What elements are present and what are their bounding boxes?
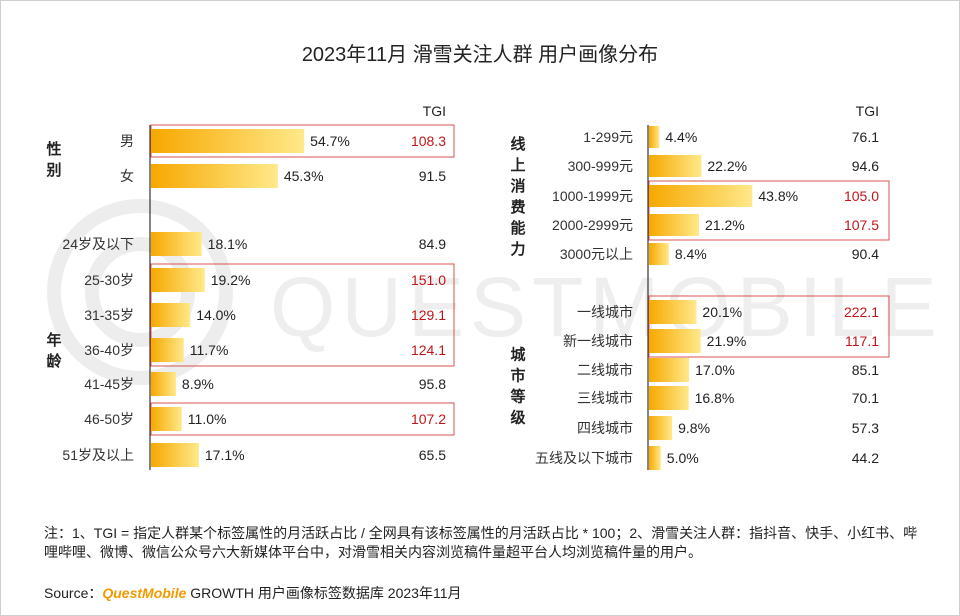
- bar: [151, 372, 176, 396]
- highlight-box: [648, 295, 890, 358]
- category-label: 3000元以上: [560, 246, 633, 262]
- value-label: 43.8%: [758, 188, 798, 204]
- bar: [649, 386, 689, 410]
- category-label: 24岁及以下: [62, 236, 134, 252]
- category-label: 二线城市: [577, 362, 633, 378]
- source-brand: QuestMobile: [102, 585, 187, 601]
- tgi-value: 84.9: [419, 236, 446, 252]
- tgi-value: 105.0: [844, 188, 879, 204]
- bar: [649, 358, 690, 382]
- group-label: 线上消费能力: [510, 135, 525, 258]
- tgi-value: 57.3: [852, 420, 879, 436]
- bar: [151, 443, 199, 467]
- highlight-box: [648, 180, 890, 241]
- category-label: 男: [120, 133, 134, 149]
- bar: [649, 155, 702, 177]
- tgi-value: 107.5: [844, 217, 879, 233]
- source-prefix: Source：: [44, 585, 103, 601]
- tgi-value: 70.1: [852, 390, 879, 406]
- value-label: 18.1%: [208, 236, 248, 252]
- category-label: 女: [120, 168, 134, 184]
- value-label: 17.1%: [205, 447, 245, 463]
- bar: [649, 329, 701, 353]
- source-suffix: GROWTH 用户画像标签数据库 2023年11月: [186, 585, 462, 601]
- tgi-value: 151.0: [411, 272, 446, 288]
- bar: [151, 268, 205, 292]
- tgi-header: TGI: [856, 103, 879, 119]
- tgi-value: 76.1: [852, 129, 879, 145]
- value-label: 11.7%: [190, 342, 229, 358]
- category-label: 三线城市: [577, 390, 633, 406]
- bar: [151, 303, 191, 327]
- value-label: 54.7%: [310, 133, 350, 149]
- bar: [151, 164, 278, 188]
- value-label: 19.2%: [211, 272, 251, 288]
- bar: [649, 243, 669, 265]
- category-label: 25-30岁: [84, 272, 134, 288]
- category-label: 2000-2999元: [552, 217, 633, 233]
- tgi-value: 91.5: [419, 168, 446, 184]
- value-label: 9.8%: [678, 420, 710, 436]
- category-label: 41-45岁: [84, 376, 134, 392]
- value-label: 5.0%: [667, 450, 699, 466]
- value-label: 21.2%: [705, 217, 745, 233]
- tgi-value: 222.1: [844, 304, 879, 320]
- tgi-value: 44.2: [852, 450, 879, 466]
- group-label: 性别: [45, 140, 61, 179]
- bar: [151, 232, 202, 256]
- footnote: 注：1、TGI = 指定人群某个标签属性的月活跃占比 / 全网具有该标签属性的月…: [44, 525, 918, 560]
- tgi-value: 85.1: [852, 362, 879, 378]
- value-label: 8.9%: [182, 376, 214, 392]
- category-label: 31-35岁: [84, 307, 134, 323]
- value-label: 45.3%: [284, 168, 324, 184]
- value-label: 20.1%: [702, 304, 742, 320]
- value-label: 21.9%: [707, 333, 747, 349]
- tgi-value: 95.8: [419, 376, 446, 392]
- category-label: 1-299元: [583, 129, 633, 145]
- group-label: 城市等级: [510, 346, 526, 427]
- chart-title: 2023年11月 滑雪关注人群 用户画像分布: [301, 44, 659, 66]
- tgi-value: 107.2: [411, 411, 446, 427]
- tgi-header: TGI: [423, 103, 446, 119]
- category-label: 46-50岁: [84, 411, 134, 427]
- bar: [151, 338, 184, 362]
- bar: [649, 416, 673, 440]
- tgi-value: 65.5: [419, 447, 446, 463]
- group-label: 年龄: [46, 331, 62, 370]
- value-label: 4.4%: [665, 129, 697, 145]
- bar: [151, 129, 305, 153]
- value-label: 17.0%: [695, 362, 735, 378]
- category-label: 1000-1999元: [552, 188, 633, 204]
- tgi-value: 129.1: [411, 307, 446, 323]
- category-label: 300-999元: [568, 158, 633, 174]
- source-line: Source：QuestMobile GROWTH 用户画像标签数据库 2023…: [44, 583, 462, 603]
- value-label: 11.0%: [188, 411, 227, 427]
- bar: [649, 185, 753, 207]
- bar: [649, 126, 660, 148]
- watermark: QUESTMOBILE: [47, 199, 943, 385]
- bar: [649, 446, 661, 470]
- tgi-value: 90.4: [852, 246, 879, 262]
- category-label: 四线城市: [577, 420, 633, 436]
- bar: [649, 214, 700, 236]
- tgi-value: 124.1: [411, 342, 446, 358]
- tgi-value: 94.6: [852, 158, 879, 174]
- tgi-value: 117.1: [845, 333, 879, 349]
- value-label: 8.4%: [675, 246, 707, 262]
- category-label: 五线及以下城市: [535, 450, 633, 466]
- value-label: 16.8%: [695, 390, 735, 406]
- watermark-text: QUESTMOBILE: [270, 260, 943, 354]
- value-label: 14.0%: [196, 307, 236, 323]
- category-label: 51岁及以上: [62, 447, 134, 463]
- category-label: 36-40岁: [84, 342, 134, 358]
- tgi-value: 108.3: [411, 133, 446, 149]
- bar: [151, 407, 182, 431]
- bar: [649, 300, 697, 324]
- value-label: 22.2%: [707, 158, 747, 174]
- category-label: 新一线城市: [563, 333, 633, 349]
- category-label: 一线城市: [577, 304, 633, 320]
